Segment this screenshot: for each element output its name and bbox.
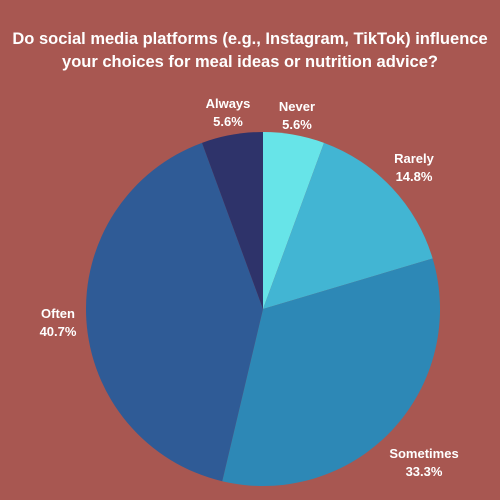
slice-label-never: Never [279,99,315,114]
chart-title-line-2: your choices for meal ideas or nutrition… [62,53,438,71]
slice-value-often: 40.7% [40,324,77,339]
slice-value-always: 5.6% [213,114,243,129]
slice-label-always: Always [206,96,251,111]
chart-title-line-1: Do social media platforms (e.g., Instagr… [12,30,488,48]
slice-value-sometimes: 33.3% [406,464,443,479]
pie-slice-rarely [263,142,433,309]
pie-slice-sometimes [222,258,441,487]
pie-slice-never [263,132,324,309]
slice-label-sometimes: Sometimes [389,446,458,461]
pie-slice-always [202,132,263,309]
chart-title: Do social media platforms (e.g., Instagr… [0,28,500,74]
pie-slice-often [85,142,263,482]
slice-label-often: Often [41,306,75,321]
slice-value-rarely: 14.8% [396,169,433,184]
slice-value-never: 5.6% [282,117,312,132]
slice-label-rarely: Rarely [394,151,435,166]
